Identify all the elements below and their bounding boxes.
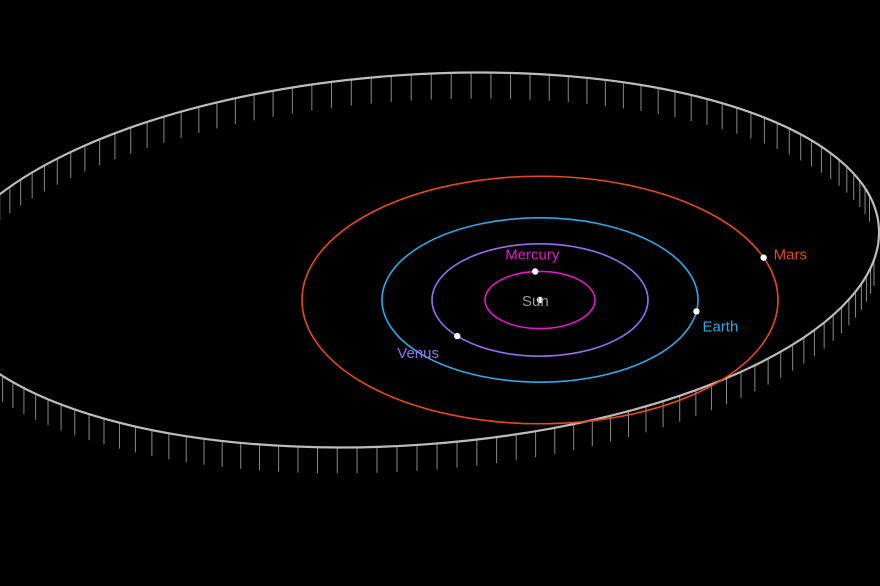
orbit-diagram: Mars Earth Venus Mercury Sun — [0, 0, 880, 586]
venus-label: Venus — [397, 345, 439, 362]
sun-label: Sun — [522, 293, 549, 310]
earth-body — [693, 308, 699, 314]
venus-body — [454, 333, 460, 339]
orbit-sun: Sun — [522, 293, 549, 310]
mars-body — [760, 254, 766, 260]
earth-label: Earth — [702, 318, 738, 335]
mercury-label: Mercury — [505, 247, 560, 264]
mars-label: Mars — [774, 247, 807, 264]
mercury-body — [532, 268, 538, 274]
